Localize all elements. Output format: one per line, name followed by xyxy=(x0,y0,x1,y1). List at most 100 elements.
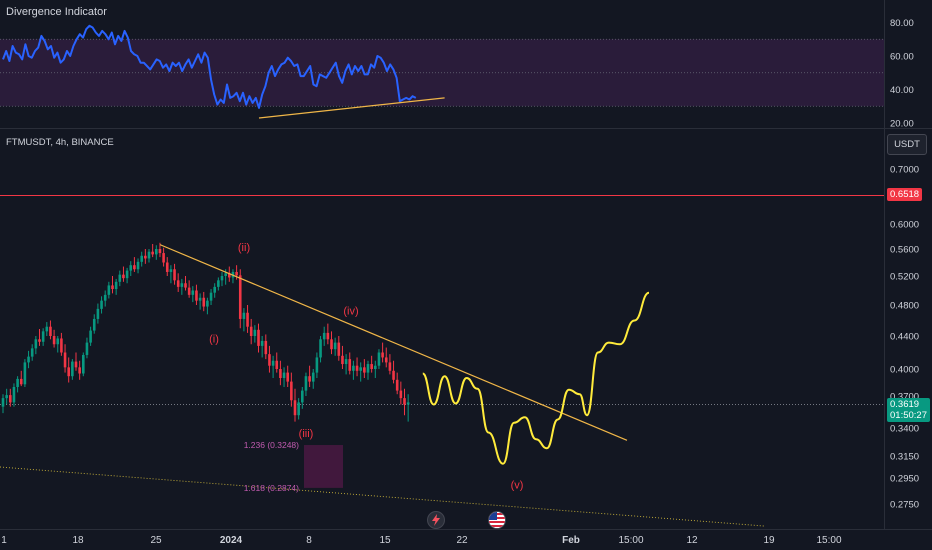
candle[interactable] xyxy=(12,383,16,407)
wave-label[interactable]: (i) xyxy=(209,334,219,346)
candle[interactable] xyxy=(176,273,180,292)
candle[interactable] xyxy=(5,388,8,405)
candle[interactable] xyxy=(41,328,45,346)
candle[interactable] xyxy=(125,267,129,284)
candle[interactable] xyxy=(92,314,96,334)
candle[interactable] xyxy=(78,360,81,380)
candle[interactable] xyxy=(257,323,260,353)
candle[interactable] xyxy=(34,336,38,355)
candle[interactable] xyxy=(355,357,359,377)
candle[interactable] xyxy=(147,249,151,263)
candle[interactable] xyxy=(195,284,198,305)
candle[interactable] xyxy=(344,354,348,375)
candle[interactable] xyxy=(136,258,140,274)
candle[interactable] xyxy=(23,359,27,387)
candle[interactable] xyxy=(370,355,373,373)
candle[interactable] xyxy=(279,360,282,386)
candle[interactable] xyxy=(238,269,242,329)
candle[interactable] xyxy=(85,337,89,359)
descending-trendline[interactable] xyxy=(159,244,628,441)
candle[interactable] xyxy=(82,352,85,377)
candle[interactable] xyxy=(220,271,224,287)
candle[interactable] xyxy=(260,336,264,358)
candle[interactable] xyxy=(322,326,326,346)
candle[interactable] xyxy=(315,352,319,379)
symbol-title[interactable]: FTMUSDT, 4h, BINANCE xyxy=(6,137,114,148)
candle[interactable] xyxy=(352,360,355,380)
candle[interactable] xyxy=(100,296,103,314)
candle[interactable] xyxy=(198,293,202,310)
candle[interactable] xyxy=(52,329,56,348)
candle[interactable] xyxy=(341,345,344,369)
candle[interactable] xyxy=(56,336,60,353)
candle[interactable] xyxy=(165,257,169,276)
candle[interactable] xyxy=(264,334,268,360)
candle[interactable] xyxy=(49,320,52,340)
indicator-title[interactable]: Divergence Indicator xyxy=(6,6,107,18)
wave-label[interactable]: (iii) xyxy=(299,428,314,440)
candle[interactable] xyxy=(71,359,74,380)
candle[interactable] xyxy=(392,360,395,384)
candle[interactable] xyxy=(297,398,300,420)
candle[interactable] xyxy=(162,247,165,267)
candle[interactable] xyxy=(187,280,191,298)
wave-label[interactable]: (v) xyxy=(511,479,524,491)
candle[interactable] xyxy=(27,350,30,369)
candle[interactable] xyxy=(374,360,377,378)
candle[interactable] xyxy=(337,336,341,361)
candle[interactable] xyxy=(107,281,111,299)
candle[interactable] xyxy=(206,297,209,315)
candle[interactable] xyxy=(191,286,195,303)
candle[interactable] xyxy=(249,318,253,345)
candle[interactable] xyxy=(19,370,23,387)
candle[interactable] xyxy=(38,329,41,346)
divergence-trendline[interactable] xyxy=(258,97,445,119)
candle[interactable] xyxy=(114,278,118,295)
candle[interactable] xyxy=(213,283,216,298)
candle[interactable] xyxy=(348,352,352,375)
candle[interactable] xyxy=(308,365,311,387)
candle[interactable] xyxy=(173,263,176,285)
candle[interactable] xyxy=(74,352,78,371)
candle[interactable] xyxy=(301,387,304,409)
candle[interactable] xyxy=(403,388,406,416)
candle[interactable] xyxy=(133,257,136,272)
candle[interactable] xyxy=(326,323,330,345)
candle[interactable] xyxy=(151,244,154,258)
candle[interactable] xyxy=(169,265,173,284)
candle[interactable] xyxy=(253,325,257,343)
candle[interactable] xyxy=(89,326,92,346)
divergence-indicator-line[interactable] xyxy=(2,24,417,109)
lightning-icon[interactable] xyxy=(427,511,445,529)
candle[interactable] xyxy=(118,270,122,287)
candle[interactable] xyxy=(311,369,315,389)
candle[interactable] xyxy=(381,342,384,363)
us-flag-icon[interactable] xyxy=(488,511,506,529)
candle[interactable] xyxy=(395,372,399,395)
candle[interactable] xyxy=(217,277,220,291)
candle[interactable] xyxy=(9,388,12,407)
candle[interactable] xyxy=(103,290,107,307)
candle[interactable] xyxy=(363,359,366,378)
candle[interactable] xyxy=(388,354,392,375)
candle[interactable] xyxy=(30,344,34,361)
fib-level-label[interactable]: 1.618 (0.2874) xyxy=(244,483,299,493)
candle[interactable] xyxy=(155,245,158,260)
candle[interactable] xyxy=(16,376,19,393)
candle[interactable] xyxy=(286,365,289,387)
candle[interactable] xyxy=(96,303,100,324)
candle[interactable] xyxy=(377,349,381,369)
wave-label[interactable]: (ii) xyxy=(238,242,250,254)
candle[interactable] xyxy=(282,367,286,387)
wave-projection-path[interactable] xyxy=(422,291,650,465)
lower-support-line[interactable] xyxy=(0,466,766,527)
candle[interactable] xyxy=(246,305,249,333)
candle[interactable] xyxy=(202,291,206,312)
wave-label[interactable]: (iv) xyxy=(343,305,358,317)
candle[interactable] xyxy=(319,336,322,363)
candle[interactable] xyxy=(275,352,279,373)
candle[interactable] xyxy=(45,322,49,336)
candle[interactable] xyxy=(111,276,114,294)
candle[interactable] xyxy=(209,289,213,305)
